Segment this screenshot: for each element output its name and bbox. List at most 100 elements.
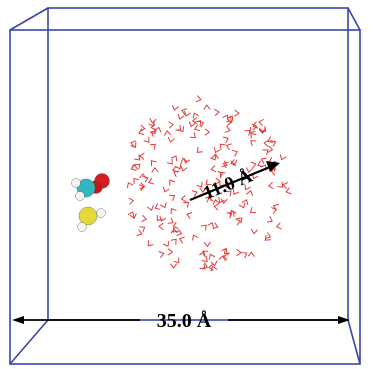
water-molecule xyxy=(193,124,200,132)
water-molecule xyxy=(236,249,242,257)
water-molecule xyxy=(160,202,167,209)
water-molecule xyxy=(211,153,219,159)
water-molecule xyxy=(164,130,172,136)
water-molecule xyxy=(263,139,269,147)
water-molecule xyxy=(249,207,256,214)
water-molecule xyxy=(222,161,229,169)
radius-label: 11.0 Å xyxy=(201,166,256,205)
water-molecule xyxy=(141,214,148,222)
water-molecule xyxy=(128,197,135,205)
water-molecule xyxy=(205,179,212,186)
water-molecule xyxy=(170,263,178,269)
water-molecule xyxy=(225,190,232,197)
water-molecule xyxy=(232,188,240,195)
water-molecule xyxy=(162,240,170,248)
water-molecule xyxy=(224,126,231,133)
water-molecule xyxy=(195,120,202,127)
water-molecule xyxy=(210,260,218,267)
water-molecule xyxy=(180,165,188,172)
water-molecule xyxy=(130,141,137,149)
water-molecule xyxy=(139,173,147,179)
water-molecule xyxy=(279,154,287,161)
water-molecule xyxy=(257,160,264,168)
water-molecule xyxy=(270,140,277,147)
water-molecule xyxy=(250,140,257,147)
water-molecule xyxy=(176,229,183,236)
water-molecule xyxy=(231,149,239,157)
water-molecule xyxy=(126,182,134,189)
water-molecule xyxy=(204,128,211,136)
water-molecule xyxy=(178,236,185,244)
water-molecule xyxy=(202,250,209,257)
water-molecule xyxy=(170,155,178,162)
water-molecule xyxy=(173,170,180,177)
water-molecule xyxy=(191,190,198,197)
water-molecule xyxy=(250,228,258,235)
water-molecule xyxy=(134,163,141,170)
water-molecule xyxy=(262,149,269,156)
water-molecule xyxy=(214,108,220,116)
water-molecule xyxy=(220,198,228,204)
water-molecule xyxy=(158,222,164,230)
water-molecule xyxy=(219,180,226,187)
water-molecule xyxy=(184,110,191,117)
water-molecule xyxy=(226,118,233,126)
water-molecule xyxy=(149,127,156,135)
water-molecule xyxy=(150,160,157,167)
water-molecule xyxy=(238,202,246,209)
water-molecule xyxy=(229,209,237,216)
water-molecule xyxy=(250,161,257,169)
water-molecule xyxy=(212,199,220,205)
water-molecule xyxy=(169,194,176,201)
water-molecule xyxy=(180,195,187,203)
simulation-box xyxy=(9,7,361,365)
water-molecule xyxy=(235,218,242,226)
water-molecule xyxy=(236,217,243,224)
water-molecule xyxy=(226,212,233,219)
water-molecule xyxy=(149,143,156,150)
water-molecule xyxy=(138,128,145,136)
water-molecule xyxy=(270,168,277,176)
box-edge-bottom-left xyxy=(9,319,49,365)
box-width-arrow xyxy=(12,316,350,324)
water-molecule xyxy=(150,123,156,131)
water-molecule xyxy=(277,181,284,188)
water-molecule xyxy=(213,147,221,154)
sulfur-atom xyxy=(78,206,98,226)
water-molecule xyxy=(147,240,154,247)
water-molecule xyxy=(171,104,179,111)
water-molecule xyxy=(250,132,257,139)
water-molecule xyxy=(266,216,273,223)
water-molecule xyxy=(162,186,170,193)
water-molecule xyxy=(195,95,202,103)
box-edge-top-right xyxy=(347,7,361,31)
water-molecule xyxy=(169,179,176,186)
water-molecule xyxy=(154,126,162,133)
water-molecule xyxy=(208,253,216,260)
water-molecule xyxy=(170,208,177,215)
water-molecule xyxy=(172,226,179,233)
water-molecule xyxy=(177,113,185,120)
water-molecule xyxy=(206,196,214,203)
water-molecule xyxy=(207,221,214,229)
water-molecule xyxy=(186,212,193,219)
water-molecule xyxy=(196,146,203,154)
water-molecule xyxy=(199,187,207,194)
water-molecule xyxy=(201,256,208,263)
box-width-label: 35.0 Å xyxy=(157,309,212,332)
hydrogen-atom xyxy=(77,222,87,232)
water-molecule xyxy=(139,124,146,132)
water-molecule xyxy=(127,211,135,218)
water-molecule xyxy=(192,112,200,119)
water-molecule xyxy=(265,232,272,239)
water-molecule xyxy=(285,187,292,195)
water-molecule xyxy=(205,195,212,202)
water-molecule xyxy=(226,116,233,123)
water-molecule xyxy=(136,229,143,237)
water-molecule xyxy=(149,118,157,124)
water-molecule xyxy=(213,203,220,211)
water-molecule xyxy=(175,125,182,132)
water-molecule xyxy=(267,181,274,189)
water-molecule xyxy=(267,145,274,153)
water-molecule xyxy=(222,136,229,144)
